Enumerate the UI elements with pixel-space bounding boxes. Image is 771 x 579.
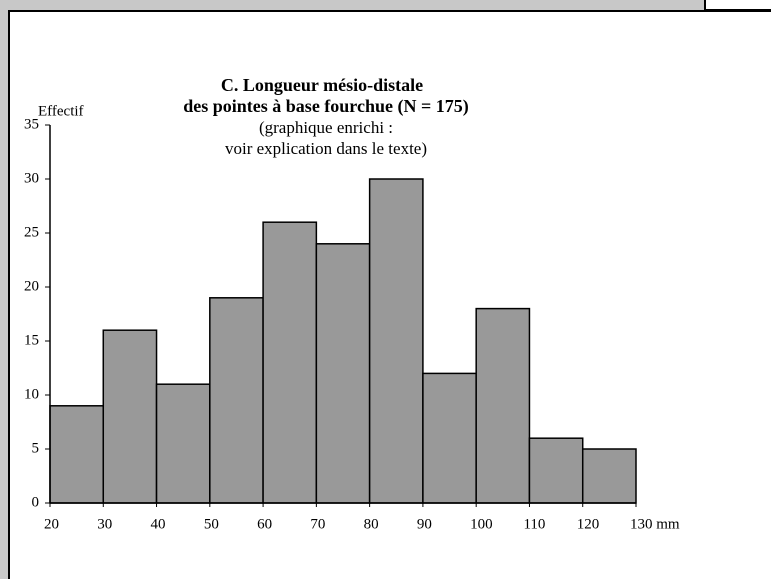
bar: [262, 221, 318, 504]
bar: [475, 307, 531, 504]
x-tick-label: 90: [417, 516, 432, 532]
chart-title: C. Longueur mésio-distale: [221, 75, 423, 95]
chart-subtitle: (graphique enrichi :: [259, 118, 393, 137]
bar: [581, 448, 637, 504]
chart-subtitle: voir explication dans le texte): [225, 139, 427, 158]
x-tick-label: 40: [151, 516, 166, 532]
bar: [49, 405, 105, 504]
chart-title: des pointes à base fourchue (N = 175): [183, 96, 468, 117]
side-panel: [704, 0, 771, 11]
x-tick-label: 20: [44, 516, 59, 532]
y-tick-label: 25: [24, 224, 39, 240]
x-tick-label: 130 mm: [630, 516, 680, 532]
x-tick-label: 120: [577, 516, 600, 532]
y-axis-label: Effectif: [38, 103, 84, 119]
x-tick-label: 50: [204, 516, 219, 532]
x-tick-label: 60: [257, 516, 272, 532]
y-tick-label: 20: [24, 278, 39, 294]
bar: [368, 178, 424, 504]
bar: [102, 329, 158, 504]
bar: [315, 243, 371, 504]
x-tick-label: 30: [97, 516, 112, 532]
y-tick-label: 15: [24, 332, 39, 348]
y-tick-label: 0: [32, 494, 40, 510]
x-tick-label: 100: [470, 516, 493, 532]
y-tick-label: 35: [24, 116, 39, 132]
y-tick-label: 5: [32, 440, 40, 456]
x-tick-label: 70: [310, 516, 325, 532]
x-tick-label: 80: [364, 516, 379, 532]
y-tick-label: 30: [24, 170, 39, 186]
y-tick-label: 10: [24, 386, 39, 402]
bar: [422, 372, 477, 504]
bar: [528, 437, 584, 504]
x-tick-label: 110: [523, 516, 545, 532]
bar: [155, 383, 211, 504]
bar: [209, 297, 264, 504]
